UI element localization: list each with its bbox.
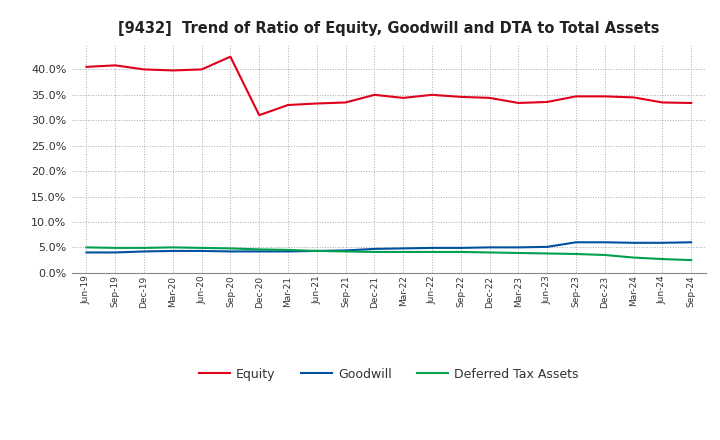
Goodwill: [543, 244, 552, 249]
Goodwill: [428, 245, 436, 250]
Goodwill: [197, 248, 206, 253]
Equity: [370, 92, 379, 98]
Deferred Tax Assets: [111, 245, 120, 250]
Goodwill: [140, 249, 148, 254]
Deferred Tax Assets: [600, 253, 609, 258]
Equity: [82, 64, 91, 70]
Goodwill: [687, 240, 696, 245]
Equity: [629, 95, 638, 100]
Goodwill: [600, 240, 609, 245]
Deferred Tax Assets: [284, 247, 292, 253]
Deferred Tax Assets: [428, 249, 436, 255]
Goodwill: [82, 250, 91, 255]
Equity: [284, 103, 292, 108]
Equity: [572, 94, 580, 99]
Goodwill: [572, 240, 580, 245]
Deferred Tax Assets: [658, 257, 667, 262]
Deferred Tax Assets: [399, 249, 408, 255]
Deferred Tax Assets: [629, 255, 638, 260]
Equity: [341, 100, 350, 105]
Equity: [226, 54, 235, 59]
Deferred Tax Assets: [312, 248, 321, 253]
Deferred Tax Assets: [255, 247, 264, 252]
Goodwill: [168, 248, 177, 253]
Deferred Tax Assets: [543, 251, 552, 256]
Goodwill: [658, 240, 667, 246]
Equity: [428, 92, 436, 98]
Line: Goodwill: Goodwill: [86, 242, 691, 253]
Equity: [687, 100, 696, 106]
Goodwill: [370, 246, 379, 252]
Goodwill: [111, 250, 120, 255]
Equity: [543, 99, 552, 105]
Equity: [111, 63, 120, 68]
Deferred Tax Assets: [514, 250, 523, 256]
Deferred Tax Assets: [572, 251, 580, 257]
Deferred Tax Assets: [197, 245, 206, 250]
Goodwill: [341, 248, 350, 253]
Line: Equity: Equity: [86, 57, 691, 115]
Goodwill: [456, 245, 465, 250]
Deferred Tax Assets: [370, 249, 379, 255]
Equity: [514, 100, 523, 106]
Goodwill: [226, 249, 235, 254]
Equity: [600, 94, 609, 99]
Deferred Tax Assets: [168, 245, 177, 250]
Equity: [197, 67, 206, 72]
Deferred Tax Assets: [226, 246, 235, 251]
Goodwill: [629, 240, 638, 246]
Line: Deferred Tax Assets: Deferred Tax Assets: [86, 247, 691, 260]
Goodwill: [284, 249, 292, 254]
Goodwill: [399, 246, 408, 251]
Equity: [456, 94, 465, 99]
Goodwill: [485, 245, 494, 250]
Equity: [658, 100, 667, 105]
Equity: [485, 95, 494, 100]
Goodwill: [312, 248, 321, 253]
Deferred Tax Assets: [82, 245, 91, 250]
Equity: [140, 67, 148, 72]
Deferred Tax Assets: [687, 257, 696, 263]
Equity: [168, 68, 177, 73]
Legend: Equity, Goodwill, Deferred Tax Assets: Equity, Goodwill, Deferred Tax Assets: [194, 363, 584, 385]
Equity: [399, 95, 408, 100]
Deferred Tax Assets: [485, 250, 494, 255]
Deferred Tax Assets: [341, 249, 350, 254]
Goodwill: [255, 249, 264, 254]
Deferred Tax Assets: [456, 249, 465, 255]
Title: [9432]  Trend of Ratio of Equity, Goodwill and DTA to Total Assets: [9432] Trend of Ratio of Equity, Goodwil…: [118, 21, 660, 36]
Deferred Tax Assets: [140, 245, 148, 250]
Equity: [312, 101, 321, 106]
Equity: [255, 113, 264, 118]
Goodwill: [514, 245, 523, 250]
